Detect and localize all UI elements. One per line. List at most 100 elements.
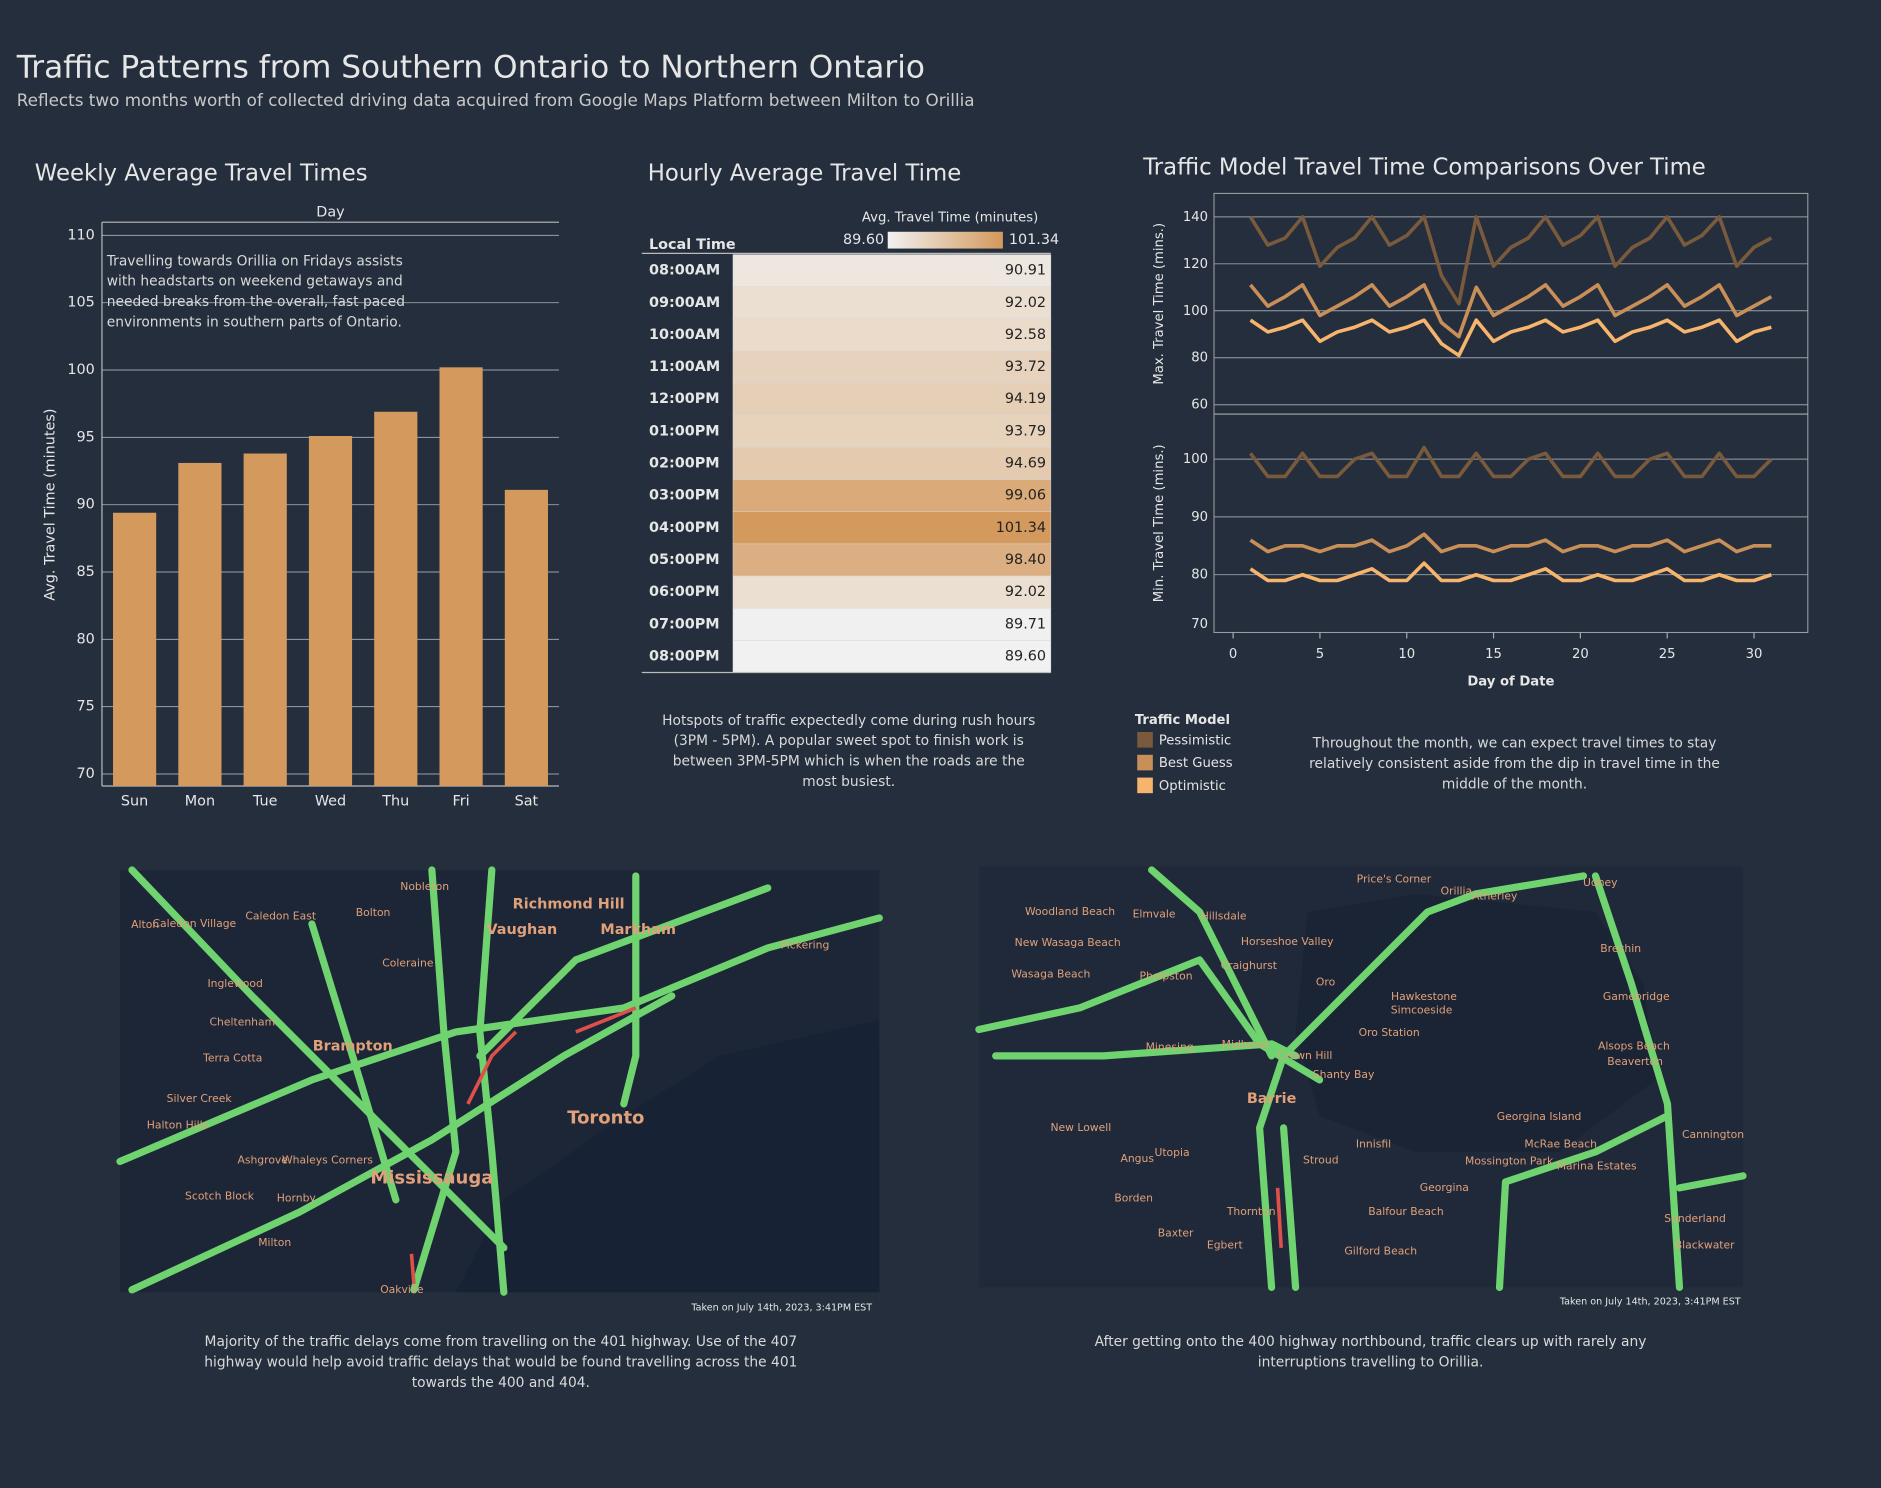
- congestion: [409, 1006, 1283, 1284]
- cell: [732, 640, 1052, 673]
- y-tick-label: 60: [1191, 398, 1208, 413]
- map-label: Bolton: [356, 906, 391, 919]
- road: [476, 866, 508, 1296]
- cell: [732, 607, 1052, 641]
- congestion-segment: [1275, 1187, 1283, 1248]
- cell: [732, 382, 1052, 416]
- map-label: Simcoeside: [1391, 1003, 1453, 1016]
- x-tick-label: Mon: [185, 794, 215, 810]
- cell: [732, 254, 1052, 287]
- cell-value: 92.02: [1005, 584, 1046, 600]
- chart-note-box: Hotspots of traffic expectedly come duri…: [662, 712, 1035, 790]
- map-label: Vaughan: [486, 922, 557, 938]
- bar: [439, 367, 483, 786]
- cell: [732, 350, 1052, 384]
- row-label: 10:00AM: [649, 327, 720, 343]
- map-label: Angus: [1120, 1152, 1154, 1165]
- map-label: Innisfil: [1356, 1138, 1391, 1151]
- cell-value: 99.06: [1005, 488, 1046, 504]
- map-label: Utopia: [1154, 1146, 1189, 1159]
- x-tick-label: 30: [1746, 647, 1763, 662]
- map-label: Orillia: [1441, 885, 1473, 898]
- y-tick-label: 70: [76, 766, 94, 782]
- cell-value: 94.19: [1005, 391, 1046, 407]
- congestion-segment: [466, 1030, 518, 1105]
- color-legend: [887, 231, 1003, 249]
- annotation: Travelling towards Orillia on Fridays as…: [106, 252, 406, 331]
- map-label: Woodland Beach: [1025, 905, 1115, 918]
- panel-frame: [1213, 413, 1809, 633]
- map-label: Hillsdale: [1201, 910, 1247, 923]
- cell-value: 93.79: [1005, 423, 1046, 439]
- series-line: [1249, 283, 1773, 339]
- x-tick-label: Fri: [453, 794, 470, 810]
- map-label: Horseshoe Valley: [1241, 935, 1334, 948]
- map-label: Minesing: [1146, 1041, 1194, 1054]
- road: [128, 866, 508, 1252]
- legend-max: 101.34: [1009, 232, 1059, 248]
- y-tick-label: 90: [76, 497, 94, 513]
- map-label: Mossington Park: [1465, 1154, 1554, 1167]
- map-label: Sunderland: [1664, 1212, 1726, 1225]
- x-tick-label: Sun: [121, 794, 148, 810]
- legend-title: Avg. Travel Time (minutes): [862, 210, 1038, 225]
- map-label: Gamebridge: [1603, 990, 1670, 1003]
- map-label: Whaleys Corners: [282, 1153, 373, 1166]
- y-tick-label: 85: [76, 564, 94, 580]
- cell-value: 101.34: [996, 520, 1046, 536]
- row-label: 02:00PM: [649, 456, 720, 472]
- cell-value: 98.40: [1005, 552, 1046, 568]
- cell-value: 94.69: [1005, 456, 1046, 472]
- map-label: Silver Creek: [167, 1092, 233, 1105]
- map-label: Oro: [1316, 976, 1335, 989]
- map-label: Atherley: [1472, 889, 1518, 902]
- y-tick-label: 100: [1183, 452, 1208, 467]
- page-title: Traffic Patterns from Southern Ontario t…: [16, 50, 925, 86]
- lake-simcoe: [1295, 893, 1656, 1152]
- map-label: Caledon East: [245, 910, 316, 923]
- x-tick-label: Sat: [515, 794, 539, 810]
- map-label: Hawkestone: [1391, 990, 1457, 1003]
- map-label: Balfour Beach: [1368, 1205, 1443, 1218]
- row-label: 01:00PM: [649, 423, 720, 439]
- map-label: Terra Cotta: [202, 1051, 262, 1064]
- cell: [732, 511, 1052, 545]
- map-note: After getting onto the 400 highway north…: [1094, 1333, 1647, 1371]
- page-subtitle: Reflects two months worth of collected d…: [17, 90, 975, 110]
- map-label: Barrie: [1247, 1091, 1297, 1107]
- legend-title: Traffic Model: [1135, 713, 1230, 728]
- bar: [504, 489, 548, 786]
- y-tick-label: 110: [67, 227, 94, 243]
- series-line: [1249, 561, 1772, 583]
- map-label: Cannington: [1682, 1128, 1744, 1141]
- cell-value: 89.60: [1005, 648, 1046, 664]
- map-label: Udney: [1583, 876, 1618, 889]
- row-label: 07:00PM: [649, 616, 720, 632]
- map-label: Price's Corner: [1357, 873, 1432, 886]
- panel-frame: [1213, 192, 1809, 415]
- road: [1675, 1172, 1747, 1192]
- map-label: Georgina: [1420, 1181, 1469, 1194]
- legend-swatch: [1137, 732, 1153, 748]
- x-tick-label: 5: [1316, 647, 1324, 662]
- y-tick-label: 80: [76, 631, 94, 647]
- road: [992, 1040, 1300, 1060]
- chart-title: Traffic Model Travel Time Comparisons Ov…: [1142, 155, 1706, 181]
- road: [1495, 1112, 1672, 1292]
- map-label: Craighurst: [1221, 959, 1277, 972]
- x-tick-label: 15: [1485, 647, 1502, 662]
- map-label: Inglewood: [207, 977, 262, 990]
- map-label: Caledon Village: [153, 917, 237, 930]
- y-tick-label: 140: [1183, 210, 1208, 225]
- legend-label: Best Guess: [1159, 756, 1233, 771]
- map-label: Crown Hill: [1278, 1049, 1333, 1062]
- map-label: Egbert: [1207, 1238, 1243, 1251]
- map-label: Brechin: [1600, 942, 1641, 955]
- legend-min: 89.60: [843, 232, 884, 248]
- y-tick-label: 75: [76, 699, 94, 715]
- map-label: Borden: [1114, 1192, 1153, 1205]
- x-header: Day: [316, 205, 345, 221]
- map-label: Richmond Hill: [513, 897, 625, 913]
- map-label: Shanty Bay: [1313, 1068, 1375, 1081]
